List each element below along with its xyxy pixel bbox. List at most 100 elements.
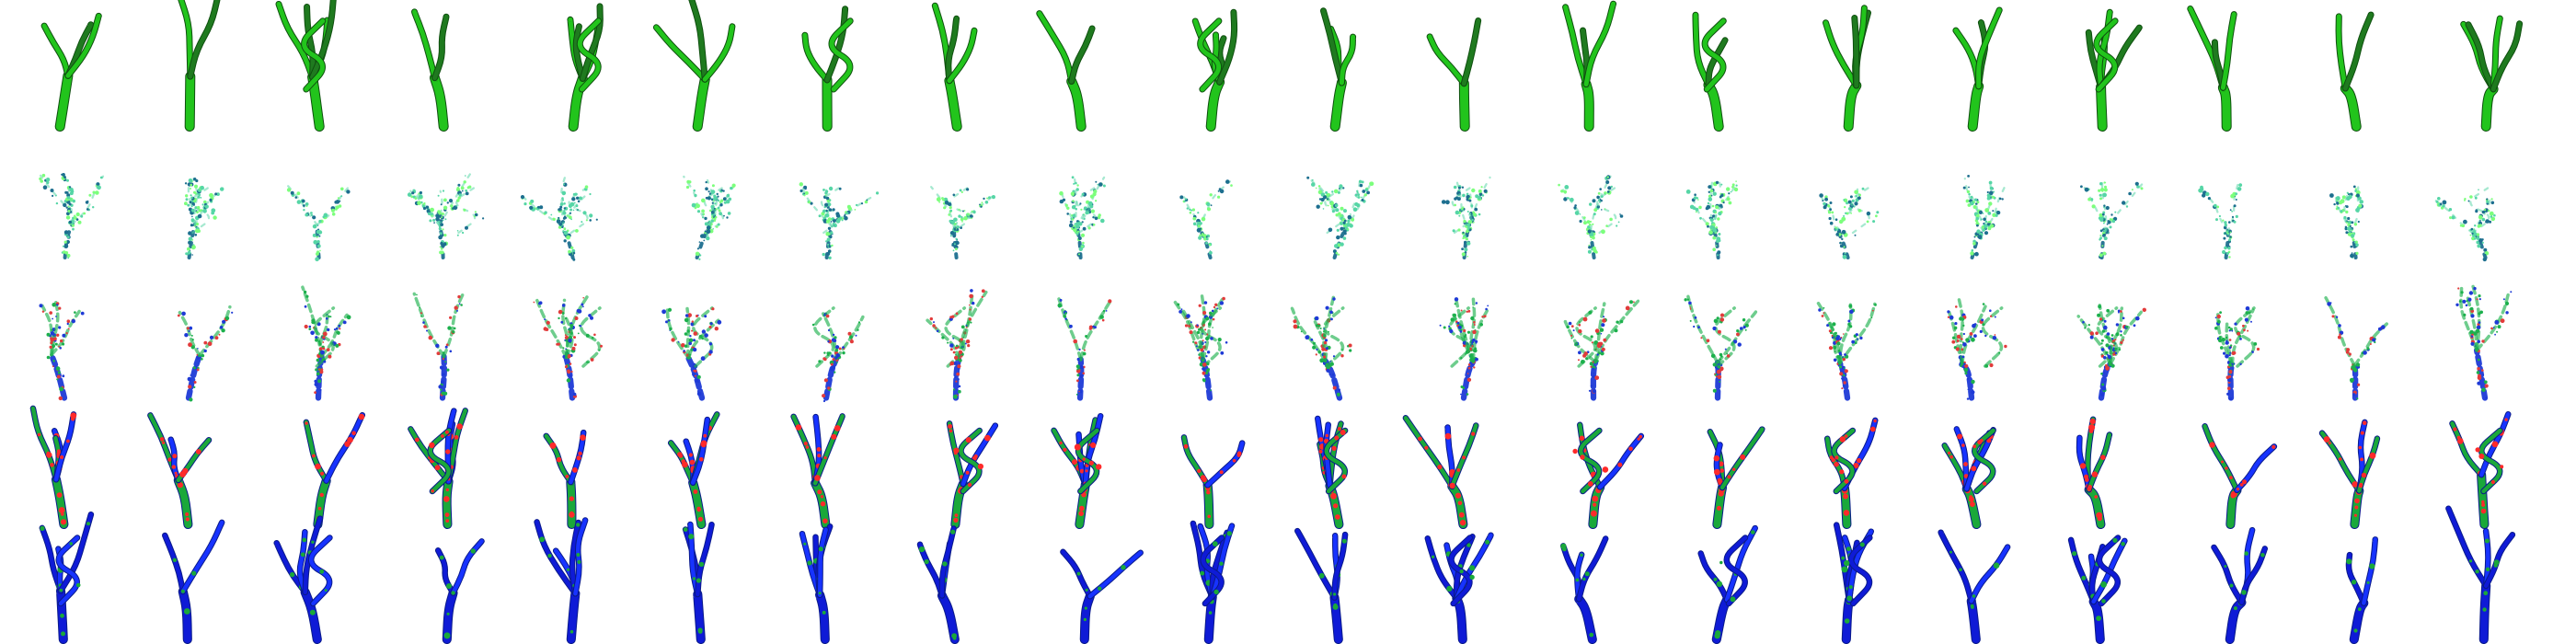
- vessel-speckle: [595, 218, 598, 221]
- vessel-speckle: [2218, 336, 2222, 339]
- vessel-patch: [807, 560, 812, 566]
- vessel-speckle: [573, 336, 576, 339]
- vessel-patch: [1719, 560, 1723, 565]
- vessel-speckle: [66, 322, 70, 326]
- vessel-speckle: [1190, 209, 1193, 212]
- vessel-patch: [1444, 432, 1452, 440]
- vessel-patch: [1207, 514, 1211, 519]
- vessel-speckle: [436, 351, 441, 355]
- vessel-speckle: [1469, 347, 1472, 351]
- vessel-speckle: [1357, 196, 1361, 199]
- vessel-speckle: [823, 378, 829, 383]
- vessel-branch: [2490, 21, 2523, 92]
- vessel-speckle: [1184, 324, 1189, 328]
- vessel-speckle: [2474, 224, 2477, 227]
- vessel-speckle: [954, 375, 957, 379]
- vessel-speckle: [564, 339, 567, 341]
- vessel-speckle: [822, 252, 825, 257]
- vessel-speckle: [582, 296, 584, 299]
- vessel-speckle: [2237, 187, 2242, 191]
- vessel-patch: [1963, 474, 1969, 478]
- vessel-speckle: [442, 357, 445, 361]
- vessel-speckle: [315, 336, 318, 339]
- vessel-speckle: [1857, 196, 1861, 201]
- vessel-branch: [55, 71, 73, 131]
- vessel-speckle: [1587, 225, 1591, 229]
- vessel-speckle: [50, 341, 53, 345]
- vessel-speckle: [71, 318, 76, 324]
- vessel-speckle: [447, 326, 452, 330]
- vessel-speckle: [1317, 351, 1322, 354]
- vessel-patch: [1332, 592, 1337, 596]
- vessel-speckle: [1987, 212, 1992, 215]
- vessel-speckle: [2222, 249, 2226, 255]
- vessel-speckle: [1977, 235, 1983, 239]
- vessel-speckle: [981, 289, 985, 293]
- vessel-patch: [1318, 572, 1325, 579]
- vessel-thumbnail: [2455, 281, 2513, 401]
- vessel-speckle: [831, 338, 836, 342]
- vessel-patch: [1318, 437, 1324, 443]
- vessel-speckle: [2227, 386, 2231, 391]
- vessel-speckle: [585, 333, 590, 338]
- vessel-speckle: [1835, 233, 1839, 236]
- vessel-speckle: [1975, 216, 1980, 221]
- vessel-speckle: [991, 195, 995, 200]
- vessel-branch: [2226, 183, 2239, 234]
- vessel-speckle: [1982, 213, 1984, 214]
- vessel-branch: [1852, 16, 1859, 88]
- vessel-speckle: [834, 336, 837, 339]
- vessel-speckle: [1828, 216, 1832, 221]
- vessel-speckle: [1728, 201, 1732, 205]
- vessel-speckle: [962, 210, 964, 213]
- vessel-speckle: [2114, 351, 2118, 355]
- vessel-speckle: [2462, 299, 2467, 304]
- vessel-speckle: [188, 330, 190, 332]
- vessel-thumbnail: [1947, 295, 2007, 401]
- vessel-speckle: [1469, 356, 1472, 359]
- vessel-speckle: [955, 380, 958, 383]
- vessel-speckle: [463, 208, 466, 212]
- vessel-patch: [692, 577, 696, 581]
- vessel-speckle: [1995, 213, 1998, 217]
- vessel-speckle: [951, 315, 955, 318]
- vessel-speckle: [952, 193, 956, 197]
- vessel-speckle: [1332, 297, 1336, 301]
- vessel-thumbnail: [1402, 415, 1479, 530]
- vessel-branch: [917, 542, 945, 598]
- vessel-patch: [1098, 586, 1102, 591]
- vessel-speckle: [303, 204, 305, 207]
- vessel-speckle: [1947, 316, 1950, 318]
- vessel-speckle: [187, 376, 192, 382]
- vessel-speckle: [188, 231, 192, 236]
- vessel-patch: [1844, 478, 1849, 484]
- vessel-speckle: [1605, 180, 1610, 184]
- vessel-speckle: [303, 290, 307, 294]
- vessel-speckle: [1836, 341, 1841, 346]
- vessel-thumbnail: [1559, 535, 1609, 644]
- vessel-speckle: [1712, 236, 1717, 240]
- vessel-speckle: [1198, 328, 1202, 331]
- vessel-patch: [2475, 569, 2479, 574]
- vessel-speckle: [2494, 320, 2500, 325]
- vessel-speckle: [818, 360, 822, 363]
- vessel-speckle: [1619, 319, 1624, 324]
- vessel-speckle: [2228, 346, 2232, 350]
- vessel-thumbnail: [790, 413, 845, 530]
- vessel-speckle: [707, 196, 711, 201]
- vessel-speckle: [1363, 193, 1368, 197]
- vessel-speckle: [1843, 214, 1846, 217]
- vessel-speckle: [966, 188, 970, 191]
- vessel-speckle: [420, 315, 422, 317]
- vessel-speckle: [1455, 196, 1459, 200]
- vessel-speckle: [1090, 209, 1095, 213]
- vessel-speckle: [949, 348, 953, 351]
- vessel-speckle: [2346, 196, 2351, 201]
- vessel-speckle: [2348, 352, 2352, 356]
- vessel-speckle: [1206, 368, 1210, 373]
- vessel-speckle: [430, 207, 434, 213]
- vessel-patch: [1971, 466, 1977, 472]
- vessel-speckle: [2090, 198, 2094, 201]
- vessel-speckle: [2234, 322, 2237, 326]
- vessel-speckle: [290, 190, 294, 195]
